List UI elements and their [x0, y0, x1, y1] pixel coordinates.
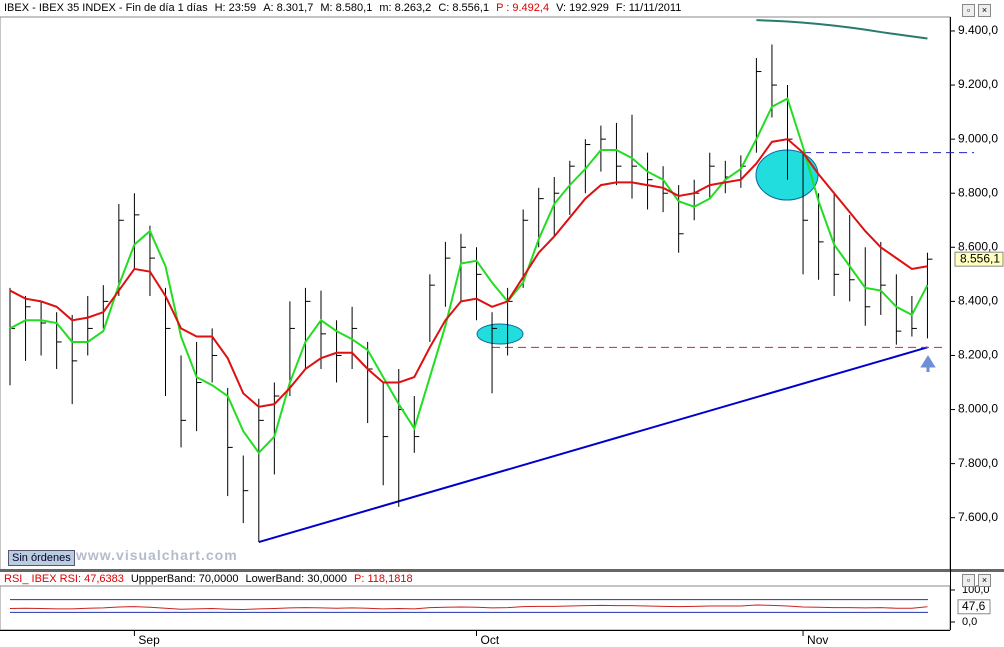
price-panel — [0, 16, 951, 571]
y-tick-label: 9.000,0 — [958, 131, 998, 145]
window-button[interactable]: ▫ — [962, 4, 975, 17]
rsi-title: UppperBand: 70,0000 — [130, 573, 239, 585]
y-tick-label: 8.800,0 — [958, 185, 998, 199]
line — [9, 604, 928, 611]
rsi-title: LowerBand: 30,0000 — [245, 573, 348, 585]
rsi-title: RSI_ IBEX RSI: 47,6383 — [4, 573, 124, 585]
line — [756, 19, 928, 40]
header-field: A: 8.301,7 — [263, 2, 314, 14]
header: IBEX - IBEX 35 INDEX - Fin de día 1 días… — [0, 0, 950, 17]
y-tick-label: 7.800,0 — [958, 456, 998, 470]
watermark: www.visualchart.com — [76, 547, 238, 563]
header-field: IBEX - IBEX 35 INDEX - Fin de día 1 días — [4, 2, 208, 14]
rsi-header: RSI_ IBEX RSI: 47,6383 UppperBand: 70,000… — [0, 572, 950, 586]
x-tick-label: Oct — [481, 633, 500, 647]
header-field: M: 8.580,1 — [320, 2, 373, 14]
window-button[interactable]: × — [978, 574, 991, 587]
y-tick-label: 9.400,0 — [958, 23, 998, 37]
header-field: P : 9.492,4 — [496, 2, 550, 14]
header-field: C: 8.556,1 — [438, 2, 490, 14]
header-field: m: 8.263,2 — [379, 2, 432, 14]
last-value-label: 47,6 — [962, 599, 986, 613]
header-field: H: 23:59 — [214, 2, 257, 14]
x-tick-label: Nov — [807, 633, 828, 647]
y-tick-label: 7.600,0 — [958, 510, 998, 524]
y-tick-label: 8.600,0 — [958, 239, 998, 253]
rsi-panel — [0, 585, 951, 631]
x-tick-label: Sep — [138, 633, 160, 647]
header-field: V: 192.929 — [556, 2, 609, 14]
line — [9, 138, 928, 408]
last-value-box — [954, 251, 1004, 267]
window-button[interactable]: × — [978, 4, 991, 17]
highlight — [476, 323, 524, 345]
y-tick-label: 9.200,0 — [958, 77, 998, 91]
y-tick-label: 8.400,0 — [958, 294, 998, 308]
y-tick-label: 8.200,0 — [958, 348, 998, 362]
last-value-box — [957, 599, 991, 615]
line — [9, 97, 929, 455]
arrow — [920, 355, 936, 372]
window-button[interactable]: ▫ — [962, 574, 975, 587]
rsi-title: P: 118,1818 — [354, 573, 413, 585]
y-tick-label: 0,0 — [962, 616, 977, 628]
last-value-label: 8.556,1 — [960, 251, 1000, 265]
y-tick-label: 8.000,0 — [958, 402, 998, 416]
header-field: F: 11/11/2011 — [615, 2, 682, 14]
trendline — [258, 346, 928, 544]
orders-button[interactable]: Sin órdenes — [8, 550, 75, 566]
